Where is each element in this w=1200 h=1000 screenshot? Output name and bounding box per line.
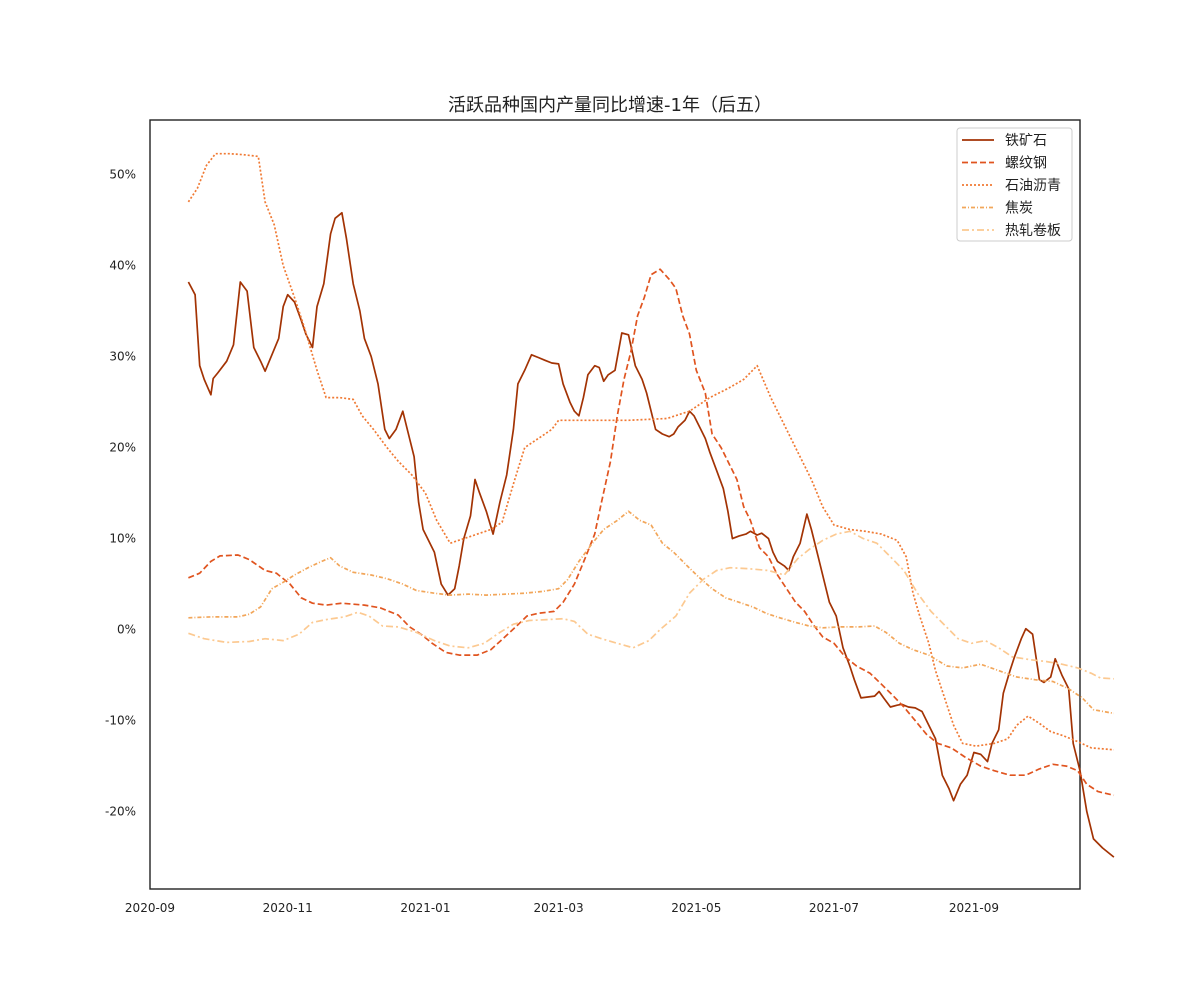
legend-label: 热轧卷板 xyxy=(1005,223,1061,239)
x-tick-label: 2021-09 xyxy=(949,901,999,915)
y-tick-label: 0% xyxy=(117,623,136,637)
series-line-4 xyxy=(188,530,1114,680)
x-tick-label: 2021-05 xyxy=(671,901,721,915)
y-axis: -20% -10% 0% 10% 20% 30% 40% 50% xyxy=(105,168,136,819)
x-tick-label: 2021-01 xyxy=(400,901,450,915)
chart-title: 活跃品种国内产量同比增速-1年（后五） xyxy=(448,95,772,116)
legend-label: 铁矿石 xyxy=(1005,133,1047,149)
y-tick-label: -20% xyxy=(105,805,136,819)
x-axis: 2020-09 2020-11 2021-01 2021-03 2021-05 2021-… xyxy=(125,901,999,915)
y-tick-label: -10% xyxy=(105,714,136,728)
legend-label: 焦炭 xyxy=(1005,201,1033,217)
legend-box xyxy=(956,127,1073,242)
series-line-1 xyxy=(188,268,1115,797)
series-line-2 xyxy=(187,152,1114,751)
series-line-3 xyxy=(188,510,1115,715)
y-tick-label: 50% xyxy=(109,168,136,182)
y-tick-label: 10% xyxy=(109,532,136,546)
y-tick-label: 20% xyxy=(109,441,136,455)
x-tick-label: 2020-11 xyxy=(263,901,313,915)
plot-area-frame xyxy=(149,119,1081,890)
series-line-0 xyxy=(187,211,1115,858)
series-layer xyxy=(187,152,1115,858)
y-tick-label: 30% xyxy=(109,350,136,364)
legend-label: 石油沥青 xyxy=(1005,178,1061,194)
x-tick-label: 2020-09 xyxy=(125,901,175,915)
x-tick-label: 2021-07 xyxy=(809,901,859,915)
legend-label: 螺纹钢 xyxy=(1005,156,1047,172)
y-tick-label: 40% xyxy=(109,259,136,273)
x-tick-label: 2021-03 xyxy=(533,901,583,915)
